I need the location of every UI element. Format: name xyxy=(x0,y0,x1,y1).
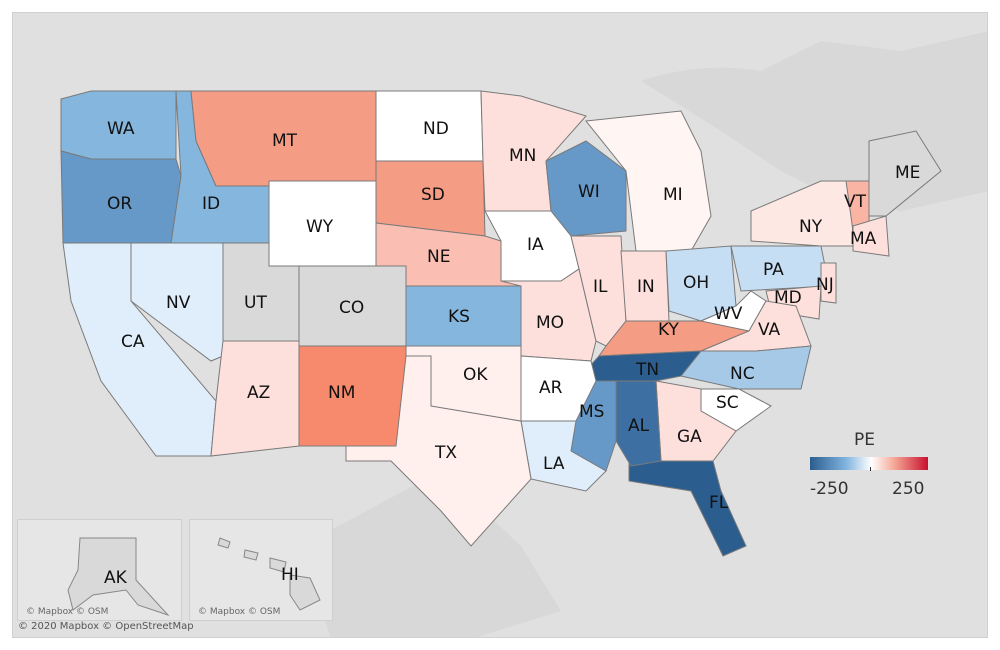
label-OR: OR xyxy=(107,194,132,214)
label-OK: OK xyxy=(463,365,488,385)
label-TX: TX xyxy=(434,443,457,463)
label-VT: VT xyxy=(844,192,867,212)
color-legend[interactable]: PE -250 250 xyxy=(810,430,935,500)
label-NM: NM xyxy=(328,383,355,403)
label-SC: SC xyxy=(716,393,739,413)
map-copyright: © 2020 Mapbox © OpenStreetMap xyxy=(18,621,194,632)
state-HI[interactable] xyxy=(217,537,321,611)
label-MN: MN xyxy=(509,146,536,166)
mexico-land xyxy=(301,471,561,637)
label-CO: CO xyxy=(339,298,364,318)
legend-max-label: 250 xyxy=(892,479,925,499)
state-NV[interactable] xyxy=(130,242,224,362)
map-canvas[interactable]: WA OR ID MT WY ND SD NE MN WI MI IA CA N… xyxy=(12,12,988,638)
label-SD: SD xyxy=(421,185,445,205)
alaska-inset[interactable]: AK © Mapbox © OSM xyxy=(17,519,182,621)
label-AL: AL xyxy=(628,416,650,436)
label-MT: MT xyxy=(272,131,298,151)
state-ME[interactable] xyxy=(868,130,942,217)
label-WA: WA xyxy=(107,119,135,139)
label-PA: PA xyxy=(763,260,784,280)
label-NY: NY xyxy=(799,217,823,237)
label-FL: FL xyxy=(709,493,729,513)
label-AK: AK xyxy=(104,568,128,588)
label-NE: NE xyxy=(427,247,450,267)
label-MS: MS xyxy=(579,402,604,422)
label-NC: NC xyxy=(730,364,755,384)
label-AR: AR xyxy=(539,378,563,398)
label-WY: WY xyxy=(306,217,334,237)
state-MO[interactable] xyxy=(500,268,597,362)
legend-title: PE xyxy=(854,430,875,450)
label-HI: HI xyxy=(281,565,299,585)
label-MI: MI xyxy=(663,185,683,205)
label-GA: GA xyxy=(677,427,702,447)
state-MI[interactable] xyxy=(585,110,712,252)
label-VA: VA xyxy=(758,320,781,340)
label-UT: UT xyxy=(244,293,267,313)
label-KY: KY xyxy=(658,320,680,340)
state-WV[interactable] xyxy=(699,290,767,332)
label-MA: MA xyxy=(850,229,877,249)
us-state-map[interactable]: WA OR ID MT WY ND SD NE MN WI MI IA CA N… xyxy=(13,13,988,638)
label-WI: WI xyxy=(578,182,600,202)
label-AZ: AZ xyxy=(247,383,270,403)
state-AZ[interactable] xyxy=(210,340,300,457)
label-ME: ME xyxy=(895,163,920,183)
label-IN: IN xyxy=(637,277,655,297)
state-AK[interactable] xyxy=(67,537,170,617)
label-MD: MD xyxy=(774,288,802,308)
legend-color-ramp xyxy=(810,457,928,470)
legend-min-label: -250 xyxy=(810,479,849,499)
legend-zero-tick xyxy=(870,467,871,471)
label-NV: NV xyxy=(166,293,191,313)
label-KS: KS xyxy=(448,307,470,327)
label-WV: WV xyxy=(714,304,743,324)
label-ID: ID xyxy=(202,194,220,214)
label-IA: IA xyxy=(527,235,544,255)
label-CA: CA xyxy=(121,332,145,352)
alaska-credit: © Mapbox © OSM xyxy=(26,607,109,617)
state-MA[interactable] xyxy=(852,215,890,257)
hawaii-inset[interactable]: HI © Mapbox © OSM xyxy=(189,519,333,621)
label-ND: ND xyxy=(423,119,449,139)
label-MO: MO xyxy=(536,313,564,333)
label-OH: OH xyxy=(683,273,709,293)
label-IL: IL xyxy=(593,277,608,297)
label-LA: LA xyxy=(543,454,565,474)
hawaii-credit: © Mapbox © OSM xyxy=(198,607,281,617)
label-TN: TN xyxy=(635,360,659,380)
state-FL[interactable] xyxy=(628,460,747,557)
label-NJ: NJ xyxy=(816,275,834,295)
